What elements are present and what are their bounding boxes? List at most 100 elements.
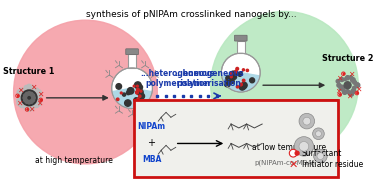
- Circle shape: [31, 94, 35, 97]
- Text: ✕: ✕: [336, 73, 342, 83]
- Circle shape: [17, 95, 19, 97]
- Circle shape: [239, 84, 245, 90]
- Circle shape: [340, 78, 344, 82]
- Circle shape: [37, 98, 42, 103]
- Circle shape: [122, 93, 126, 96]
- Circle shape: [231, 80, 234, 83]
- Circle shape: [17, 93, 21, 97]
- Text: ✕: ✕: [30, 83, 36, 92]
- Circle shape: [23, 96, 26, 100]
- Circle shape: [222, 53, 260, 92]
- Text: ✕: ✕: [17, 86, 24, 95]
- Text: +: +: [147, 138, 155, 149]
- Circle shape: [25, 108, 29, 111]
- FancyBboxPatch shape: [234, 35, 247, 41]
- Circle shape: [32, 96, 35, 100]
- Circle shape: [29, 100, 33, 103]
- Text: ✕: ✕: [346, 92, 353, 101]
- Circle shape: [230, 76, 232, 78]
- Circle shape: [21, 90, 37, 106]
- Wedge shape: [113, 88, 151, 107]
- Circle shape: [342, 90, 347, 94]
- Circle shape: [211, 11, 358, 159]
- Text: Initiator residue: Initiator residue: [302, 160, 363, 169]
- Circle shape: [137, 101, 141, 105]
- Bar: [134, 100, 338, 177]
- Circle shape: [136, 85, 138, 87]
- Circle shape: [224, 81, 230, 87]
- Circle shape: [246, 69, 248, 72]
- Circle shape: [34, 88, 39, 92]
- Circle shape: [240, 83, 242, 85]
- Circle shape: [29, 92, 33, 96]
- Circle shape: [230, 72, 233, 75]
- Circle shape: [125, 100, 131, 106]
- Circle shape: [349, 76, 352, 79]
- Circle shape: [357, 92, 358, 94]
- Circle shape: [136, 88, 139, 91]
- Text: p(NIPAm-co-MBA): p(NIPAm-co-MBA): [254, 160, 315, 166]
- Text: ...homogeneous
polymerisation: ...homogeneous polymerisation: [174, 69, 243, 88]
- Circle shape: [25, 92, 29, 96]
- Circle shape: [349, 91, 354, 96]
- Circle shape: [31, 103, 36, 108]
- Text: NIPAm: NIPAm: [138, 122, 166, 132]
- Circle shape: [236, 68, 239, 70]
- Circle shape: [112, 68, 152, 109]
- Text: Structure 2: Structure 2: [322, 54, 373, 63]
- Circle shape: [344, 82, 351, 89]
- Circle shape: [17, 98, 21, 103]
- Circle shape: [116, 84, 122, 89]
- Circle shape: [355, 83, 360, 88]
- Circle shape: [23, 88, 27, 92]
- Circle shape: [136, 92, 138, 94]
- Circle shape: [242, 79, 245, 82]
- Circle shape: [133, 85, 135, 87]
- Text: ✕: ✕: [37, 90, 43, 98]
- Circle shape: [139, 95, 141, 97]
- Bar: [237, 41, 245, 53]
- Circle shape: [355, 91, 359, 95]
- Circle shape: [294, 137, 314, 156]
- Circle shape: [232, 75, 237, 79]
- Circle shape: [226, 76, 231, 81]
- Circle shape: [127, 88, 134, 94]
- Circle shape: [138, 85, 143, 90]
- Circle shape: [342, 72, 345, 75]
- Text: ✕: ✕: [288, 160, 298, 170]
- Text: MBA: MBA: [142, 155, 161, 164]
- Circle shape: [239, 72, 242, 75]
- Circle shape: [345, 90, 350, 94]
- Circle shape: [238, 72, 242, 76]
- Circle shape: [353, 86, 356, 90]
- Text: ✕: ✕: [355, 85, 361, 94]
- Circle shape: [39, 98, 42, 102]
- Circle shape: [30, 85, 34, 90]
- Text: ✕: ✕: [348, 70, 355, 79]
- Circle shape: [134, 98, 139, 102]
- Circle shape: [351, 89, 356, 93]
- Text: at high temperature: at high temperature: [35, 156, 113, 165]
- Circle shape: [289, 149, 297, 157]
- Circle shape: [242, 85, 246, 89]
- Circle shape: [316, 131, 321, 137]
- Circle shape: [28, 92, 31, 95]
- Circle shape: [241, 82, 247, 88]
- Circle shape: [27, 107, 31, 111]
- Circle shape: [120, 92, 122, 94]
- Circle shape: [14, 20, 157, 164]
- FancyBboxPatch shape: [126, 49, 138, 55]
- Circle shape: [137, 89, 143, 95]
- Circle shape: [336, 79, 340, 83]
- Circle shape: [250, 78, 254, 83]
- Circle shape: [27, 109, 28, 110]
- Circle shape: [345, 76, 350, 80]
- Circle shape: [339, 85, 344, 90]
- Circle shape: [37, 93, 42, 97]
- Circle shape: [34, 103, 39, 107]
- Circle shape: [25, 100, 29, 103]
- Circle shape: [30, 106, 34, 110]
- Circle shape: [40, 99, 42, 101]
- Circle shape: [299, 113, 314, 129]
- Circle shape: [24, 106, 29, 110]
